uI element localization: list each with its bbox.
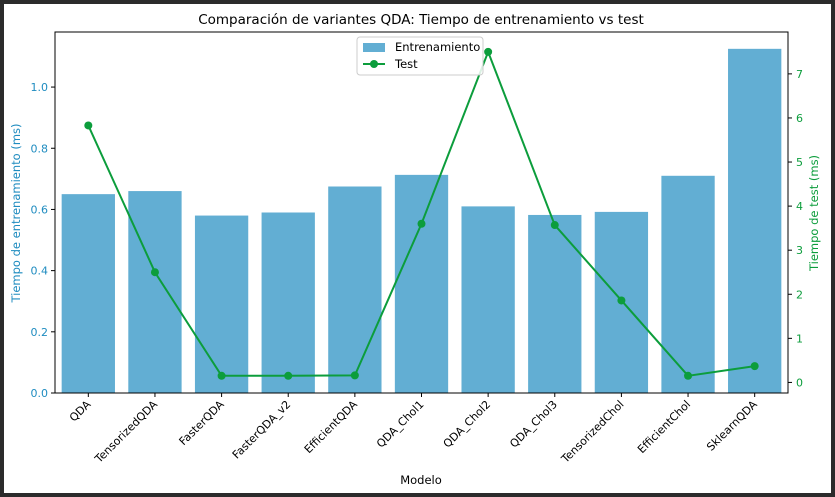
y-axis-label-left: Tiempo de entrenamiento (ms) [9, 123, 23, 303]
test-point-fasterqda [217, 371, 226, 380]
legend-box [356, 36, 484, 76]
y-axis-label-right: Tiempo de test (ms) [807, 155, 821, 272]
right-tick-label: 7 [796, 68, 803, 81]
test-point-qda_chol2 [484, 47, 493, 56]
x-tick-label: TensorizedChol [558, 398, 626, 466]
legend-label-test: Test [394, 57, 418, 71]
test-point-qda_chol1 [417, 219, 426, 228]
x-tick-label: SklearnQDA [704, 398, 760, 454]
x-tick-label: FasterQDA_v2 [230, 398, 294, 462]
right-tick-label: 4 [796, 200, 803, 213]
left-tick-label: 0.6 [31, 203, 49, 216]
test-point-tensorizedqda [150, 268, 159, 277]
test-point-sklearnqda [750, 362, 759, 371]
legend-swatch-entrenamiento [363, 43, 385, 52]
right-tick-label: 6 [796, 112, 803, 125]
chart-title: Comparación de variantes QDA: Tiempo de … [198, 12, 644, 28]
test-point-fasterqda_v2 [284, 371, 293, 380]
test-point-qda [84, 121, 93, 130]
right-tick-label: 2 [796, 288, 803, 301]
legend: Entrenamiento Test [356, 36, 484, 76]
left-tick-label: 0.2 [31, 326, 49, 339]
bar-qda_chol2 [461, 206, 515, 393]
bar-qda [61, 194, 115, 393]
legend-label-entrenamiento: Entrenamiento [395, 40, 480, 54]
bar-efficientchol [661, 175, 715, 393]
bars-group [61, 48, 782, 393]
left-tick-label: 0.8 [31, 142, 49, 155]
right-tick-label: 0 [796, 376, 803, 389]
bar-fasterqda_v2 [261, 212, 315, 393]
legend-swatch-test-marker [370, 60, 378, 68]
bar-qda_chol3 [528, 214, 582, 393]
chart-svg: Comparación de variantes QDA: Tiempo de … [9, 12, 821, 487]
bar-fasterqda [194, 215, 249, 393]
right-tick-label: 5 [796, 156, 803, 169]
x-tick-label: QDA_Chol2 [441, 398, 494, 451]
bar-tensorizedqda [128, 191, 182, 393]
right-tick-label: 3 [796, 244, 803, 257]
chart-frame: Comparación de variantes QDA: Tiempo de … [4, 4, 831, 493]
x-tick-label: QDA_Chol3 [507, 398, 560, 451]
x-tick-label: QDA [67, 398, 94, 425]
left-tick-label: 0.0 [31, 387, 49, 400]
x-tick-label: FasterQDA [177, 398, 227, 448]
x-tick-label: EfficientChol [635, 398, 693, 456]
x-tick-label: TensorizedQDA [92, 398, 161, 467]
left-axis-ticks: 0.0 0.2 0.4 0.6 0.8 1.0 [31, 81, 55, 400]
x-tick-label: EfficientQDA [302, 398, 360, 456]
bar-sklearnqda [728, 48, 782, 393]
right-axis-ticks: 0 1 2 3 4 5 6 7 [788, 68, 803, 389]
test-point-tensorizedchol [617, 296, 626, 305]
bar-efficientqda [328, 186, 382, 393]
left-tick-label: 0.4 [31, 265, 49, 278]
bar-qda_chol1 [394, 174, 449, 393]
x-axis-ticks: QDA TensorizedQDA FasterQDA FasterQDA_v2 Eff… [67, 393, 760, 466]
test-line-group [84, 47, 759, 380]
test-point-efficientchol [684, 371, 693, 380]
x-tick-label: QDA_Chol1 [374, 398, 427, 451]
x-axis-label: Modelo [400, 473, 442, 487]
test-point-qda_chol3 [550, 221, 559, 230]
test-point-efficientqda [350, 371, 359, 380]
right-tick-label: 1 [796, 332, 803, 345]
left-tick-label: 1.0 [31, 81, 49, 94]
